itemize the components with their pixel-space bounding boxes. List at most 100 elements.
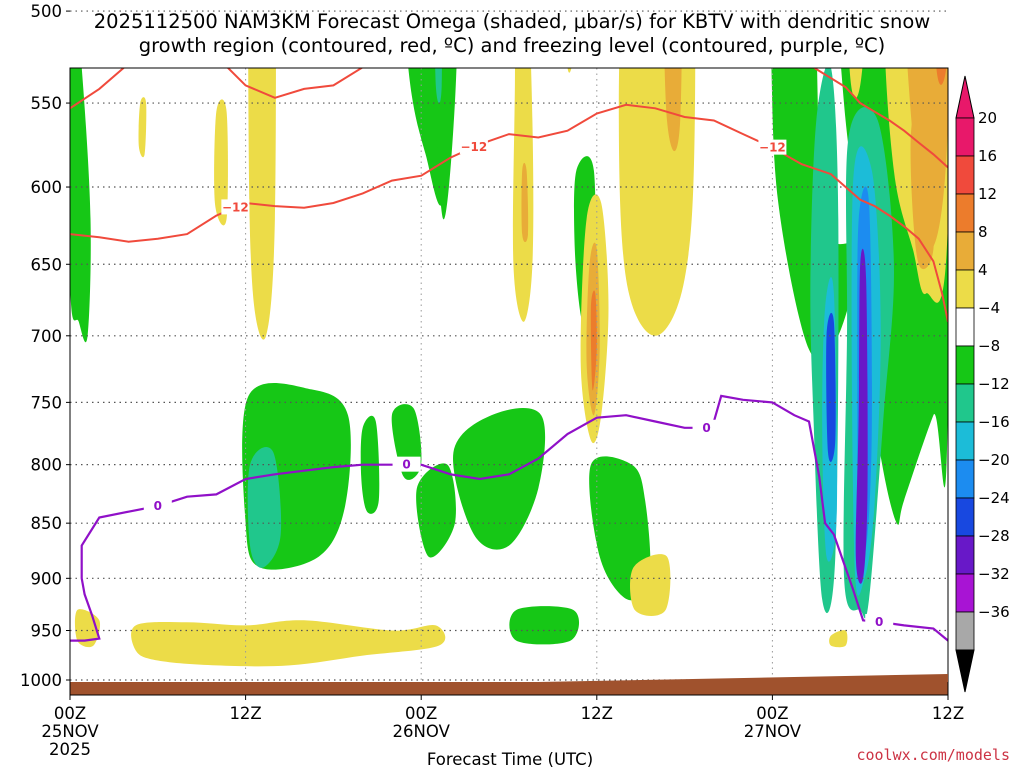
colorbar-band [955, 383, 975, 423]
y-tick-label: 550 [31, 94, 63, 113]
colorbar-band [955, 269, 975, 309]
dgz-contour-label-3: −12 [460, 140, 487, 154]
colorbar-tick-label: −24 [978, 489, 1010, 507]
y-tick-label: 900 [31, 569, 63, 588]
colorbar-band [955, 117, 975, 157]
plot-frame [69, 67, 949, 696]
colorbar-band [955, 459, 975, 499]
omega-descent-region-42 [630, 554, 671, 616]
omega-ascent-region-0 [70, 68, 91, 343]
omega-descent-region-47 [936, 68, 947, 85]
colorbar-tick-label: 4 [978, 261, 988, 279]
y-tick-label: 800 [31, 456, 63, 475]
colorbar-tick-label: −32 [978, 565, 1010, 583]
colorbar-tick-label: 16 [978, 147, 997, 165]
x-axis-title: Forecast Time (UTC) [427, 750, 593, 768]
y-axis: 2503003504004505005506006507007508008509… [20, 2, 70, 690]
x-tick-label: 00Z [54, 704, 86, 723]
colorbar-band [955, 193, 975, 233]
colorbar-tick-label: −20 [978, 451, 1010, 469]
freezing-level-label-0: 0 [154, 499, 162, 513]
colorbar-band [955, 611, 975, 651]
colorbar-tick-label: 12 [978, 185, 997, 203]
y-tick-label: 950 [31, 622, 63, 641]
chart-title-line-2: growth region (contoured, red, ºC) and f… [139, 34, 886, 57]
colorbar: 20 16 12 8 4 −4 −8 −12 −16 −20 −24 −28 −32 −36 [955, 75, 1010, 693]
x-tick-date: 26NOV [393, 722, 451, 741]
dgz-contour-label-5-bg [758, 139, 787, 155]
dgz-contour-label-1: −12 [222, 200, 249, 214]
colorbar-band [955, 497, 975, 537]
colorbar-tick-label: 8 [978, 223, 988, 241]
colorbar-tick-label: −36 [978, 603, 1010, 621]
terrain-rise [538, 674, 948, 682]
y-tick-label: 750 [31, 393, 63, 412]
omega-descent-region-35 [521, 162, 529, 243]
y-tick-label: 850 [31, 514, 63, 533]
dgz-contour-label-1-bg [221, 199, 250, 215]
colorbar-band [955, 345, 975, 385]
omega-descent-region-36 [567, 68, 572, 73]
grid-lines [70, 10, 948, 695]
colorbar-band [955, 307, 975, 347]
chart-title-line-1: 2025112500 NAM3KM Forecast Omega (shaded… [94, 10, 930, 33]
colorbar-band [955, 535, 975, 575]
colorbar-tick-label: −28 [978, 527, 1010, 545]
omega-descent-region-43 [849, 68, 863, 99]
y-tick-label: 650 [31, 255, 63, 274]
freezing-level-contour [70, 394, 948, 642]
colorbar-overflow-low [955, 649, 975, 693]
credit-text[interactable]: coolwx.com/models [856, 746, 1010, 764]
colorbar-tick-label: −4 [978, 299, 1000, 317]
x-tick-label: 00Z [756, 704, 788, 723]
omega-descent-region-32 [214, 99, 228, 226]
omega-ascent-region-12 [416, 463, 456, 558]
x-tick-year: 2025 [49, 740, 91, 759]
omega-ascent-region-25 [855, 248, 868, 584]
omega-descent-region-41 [664, 68, 682, 151]
x-tick-label: 12Z [932, 704, 964, 723]
y-tick-label: 1000 [20, 671, 62, 690]
dgz-contour--18 [70, 68, 948, 169]
freezing-level-label-1-bg [392, 456, 421, 472]
omega-descent-region-39 [590, 290, 597, 391]
freezing-level-label-0-bg [143, 497, 172, 513]
freezing-level-label-3-bg [865, 614, 894, 630]
x-tick-label: 12Z [581, 704, 613, 723]
x-tick-label: 00Z [405, 704, 437, 723]
colorbar-overflow-high [955, 75, 975, 119]
y-tick-label: 500 [31, 2, 63, 21]
x-tick-date: 27NOV [744, 722, 802, 741]
omega-ascent-region-16 [509, 606, 580, 645]
freezing-level-label-2-bg [692, 419, 721, 435]
omega-descent-region-33 [138, 97, 147, 158]
omega-ascent-region-10 [433, 68, 457, 220]
omega-ascent-region-15 [589, 456, 651, 601]
colorbar-band [955, 573, 975, 613]
colorbar-tick-label: −12 [978, 375, 1010, 393]
omega-descent-region-51 [829, 630, 848, 648]
omega-ascent-region-13 [453, 408, 546, 550]
freezing-level-label-3: 0 [875, 615, 883, 629]
x-tick-date: 25NOV [41, 722, 99, 741]
omega-descent-region-50 [131, 620, 446, 667]
omega-ascent-region-11 [435, 68, 442, 104]
colorbar-tick-label: 20 [978, 109, 997, 127]
freezing-level-label-1: 0 [402, 458, 410, 472]
dgz-contour-label-3-bg [459, 138, 488, 154]
colorbar-band [955, 421, 975, 461]
colorbar-tick-label: −8 [978, 337, 1000, 355]
dgz-contour-label-5: −12 [759, 141, 786, 155]
omega-descent-region-48 [910, 119, 935, 270]
x-tick-label: 12Z [229, 704, 261, 723]
y-tick-label: 600 [31, 178, 63, 197]
omega-ascent-region-26 [826, 312, 836, 463]
colorbar-band [955, 155, 975, 195]
colorbar-band [955, 231, 975, 271]
freezing-level-label-2: 0 [702, 421, 710, 435]
colorbar-tick-label: −16 [978, 413, 1010, 431]
